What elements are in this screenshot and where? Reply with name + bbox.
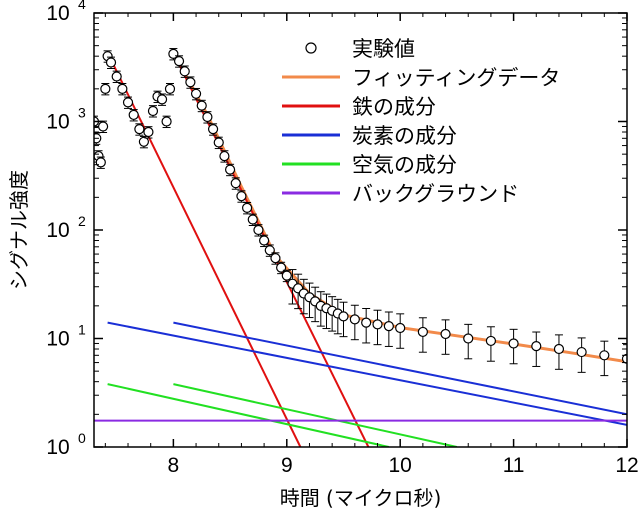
x-tick-label-3: 11 <box>503 454 525 477</box>
y-axis-label: シグナル強度 <box>7 170 31 290</box>
x-tick-label-2: 10 <box>389 454 412 477</box>
data-point-30 <box>224 164 236 175</box>
data-point-11 <box>128 109 139 121</box>
data-point-59 <box>485 335 497 347</box>
x-ticks: 8 9 10 11 12 <box>104 13 639 477</box>
y-ticks: 10 0 10 1 10 2 10 3 10 4 <box>46 0 627 459</box>
data-point-57 <box>440 328 451 340</box>
data-point-64 <box>599 350 610 361</box>
data-point-50 <box>338 311 349 322</box>
legend-marker-0 <box>305 42 317 54</box>
data-point-9 <box>117 83 128 94</box>
data-point-5 <box>100 83 111 94</box>
data-point-51 <box>349 314 360 325</box>
data-point-38 <box>270 253 281 264</box>
series-3-group <box>107 383 458 447</box>
x-axis-label: 時間 (マイクロ秒) <box>280 486 442 510</box>
data-point-33 <box>241 202 253 213</box>
legend-label-2: 鉄の成分 <box>352 95 436 119</box>
data-point-52 <box>361 317 372 328</box>
x-tick-label-4: 12 <box>615 454 638 477</box>
data-point-14 <box>143 126 154 138</box>
data-point-21 <box>173 56 185 67</box>
series-layer <box>94 48 627 447</box>
y-tick-label-3: 10 <box>46 111 69 134</box>
legend-label-1: フィッティングデータ <box>352 66 560 90</box>
series-3-line-0 <box>107 383 390 447</box>
data-point-17 <box>156 94 168 105</box>
y-tick-label-4: 10 <box>46 2 69 25</box>
data-point-29 <box>219 150 230 162</box>
data-point-27 <box>207 124 219 135</box>
data-point-63 <box>576 346 587 358</box>
y-tick-exponent-0: 0 <box>78 430 86 446</box>
data-point-39 <box>276 262 287 273</box>
series-1-group <box>106 52 370 447</box>
data-point-22 <box>179 66 190 77</box>
y-tick-exponent-3: 3 <box>78 105 86 121</box>
data-point-36 <box>259 235 270 246</box>
data-point-55 <box>395 322 406 334</box>
y-tick-exponent-2: 2 <box>78 213 86 229</box>
data-point-35 <box>253 224 264 236</box>
data-point-8 <box>111 71 122 82</box>
x-tick-label-0: 8 <box>168 454 180 477</box>
data-point-4 <box>97 121 109 132</box>
data-point-15 <box>147 105 159 117</box>
data-point-10 <box>122 97 134 108</box>
data-point-58 <box>463 333 474 344</box>
y-tick-exponent-1: 1 <box>78 322 86 338</box>
data-point-54 <box>383 321 394 332</box>
series-2-line-1 <box>173 321 627 416</box>
data-point-18 <box>161 116 172 127</box>
data-point-32 <box>236 191 247 202</box>
y-tick-label-2: 10 <box>46 219 69 242</box>
legend-label-0: 実験値 <box>352 37 415 61</box>
legend-label-3: 炭素の成分 <box>352 124 457 148</box>
x-tick-label-1: 9 <box>281 454 293 477</box>
data-point-31 <box>230 178 241 189</box>
data-point-65 <box>621 353 627 364</box>
data-point-12 <box>134 124 145 135</box>
data-point-28 <box>213 137 224 148</box>
data-point-24 <box>190 88 202 99</box>
data-point-13 <box>138 136 149 147</box>
series-2-group <box>107 321 627 426</box>
data-point-61 <box>531 341 542 352</box>
data-point-25 <box>196 100 207 111</box>
data-point-37 <box>264 245 275 256</box>
series-3-line-1 <box>173 383 458 447</box>
data-point-23 <box>185 77 196 88</box>
data-point-34 <box>247 214 258 225</box>
y-tick-label-1: 10 <box>46 328 69 351</box>
series-1-line-0 <box>106 52 302 447</box>
data-point-7 <box>105 57 117 68</box>
data-point-26 <box>202 111 213 123</box>
data-point-40 <box>281 270 292 281</box>
data-point-60 <box>508 338 519 349</box>
y-tick-label-0: 10 <box>46 436 69 459</box>
data-points <box>94 48 627 380</box>
legend-label-4: 空気の成分 <box>352 153 457 177</box>
data-point-53 <box>372 319 383 330</box>
legend-label-5: バックグラウンド <box>352 182 519 206</box>
data-point-62 <box>553 343 565 355</box>
data-point-56 <box>417 326 428 338</box>
y-tick-exponent-4: 4 <box>78 0 86 12</box>
data-point-3 <box>95 157 106 168</box>
data-point-19 <box>164 83 176 94</box>
series-2-line-0 <box>107 321 627 426</box>
